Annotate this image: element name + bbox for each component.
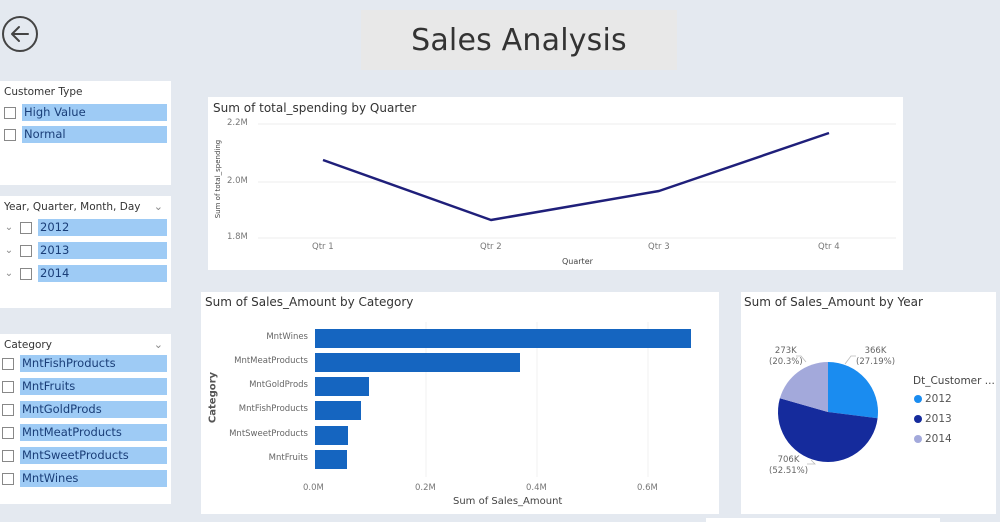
x-axis-title: Sum of Sales_Amount: [453, 496, 563, 507]
pie-percent: (20.3%): [769, 357, 803, 367]
bar-chart-sales-by-category[interactable]: Sum of Sales_Amount by Category MntWines…: [201, 292, 719, 514]
x-tick: Qtr 2: [480, 242, 502, 252]
chart-title: Sum of Sales_Amount by Category: [205, 295, 414, 309]
slicer-item-label: 2014: [38, 265, 167, 282]
legend-label: 2012: [925, 393, 952, 405]
pie-label-2014: 273K (20.3%): [769, 346, 803, 368]
category-label: MntFishProducts: [238, 404, 308, 414]
expand-chevron-icon[interactable]: ⌄: [4, 268, 14, 279]
x-tick: Qtr 4: [818, 242, 840, 252]
category-label: MntGoldProds: [249, 380, 308, 390]
legend-dot-icon: [914, 395, 922, 403]
slicer-item-label: MntSweetProducts: [20, 447, 167, 464]
slicer-item-mntsweetproducts[interactable]: MntSweetProducts: [2, 447, 167, 464]
legend-label: 2014: [925, 433, 952, 445]
back-button[interactable]: [2, 16, 38, 52]
slicer-item-normal[interactable]: Normal: [4, 126, 167, 143]
pie-value: 366K: [864, 346, 887, 356]
checkbox[interactable]: [2, 403, 14, 416]
slicer-date-hierarchy: Year, Quarter, Month, Day ⌄ ⌄ 2012 ⌄ 201…: [0, 196, 171, 308]
checkbox[interactable]: [2, 357, 14, 370]
legend-dot-icon: [914, 435, 922, 443]
slicer-title: Customer Type: [4, 86, 83, 98]
slicer-item-label: High Value: [22, 104, 167, 121]
checkbox[interactable]: [2, 449, 14, 462]
bar-chart-plot: [315, 322, 691, 477]
checkbox[interactable]: [20, 221, 32, 234]
slicer-item-label: Normal: [22, 126, 167, 143]
legend-item-2012[interactable]: 2012: [914, 393, 952, 405]
y-tick: 1.8M: [227, 232, 248, 242]
chart-title: Sum of total_spending by Quarter: [213, 101, 417, 115]
pie-chart-sales-by-year[interactable]: Sum of Sales_Amount by Year 366K (27.19%…: [741, 292, 996, 514]
slicer-title: Category: [4, 339, 52, 351]
line-chart-plot: [258, 123, 896, 239]
slicer-title: Year, Quarter, Month, Day: [4, 201, 141, 213]
slicer-item-label: MntFruits: [20, 378, 167, 395]
x-tick: Qtr 1: [312, 242, 334, 252]
pie-label-2012: 366K (27.19%): [856, 346, 895, 368]
checkbox[interactable]: [2, 472, 14, 485]
pie-percent: (52.51%): [769, 466, 809, 476]
category-label: MntSweetProducts: [229, 429, 308, 439]
slicer-item-mntgoldprods[interactable]: MntGoldProds: [2, 401, 167, 418]
checkbox[interactable]: [2, 426, 14, 439]
slicer-item-high-value[interactable]: High Value: [4, 104, 167, 121]
slicer-item-mntfruits[interactable]: MntFruits: [2, 378, 167, 395]
checkbox[interactable]: [4, 106, 16, 119]
legend-item-2013[interactable]: 2013: [914, 413, 952, 425]
x-tick: Qtr 3: [648, 242, 670, 252]
y-axis-title: Category: [207, 371, 219, 424]
bottom-visual-edge: [706, 518, 940, 522]
line-chart-total-spending[interactable]: Sum of total_spending by Quarter 2.2M 2.…: [208, 97, 903, 270]
slicer-item-2014[interactable]: ⌄ 2014: [2, 265, 167, 282]
expand-chevron-icon[interactable]: ⌄: [4, 222, 14, 233]
pie-value: 273K: [774, 346, 797, 356]
checkbox[interactable]: [20, 244, 32, 257]
x-tick: 0.2M: [415, 483, 436, 493]
slicer-item-label: MntFishProducts: [20, 355, 167, 372]
slicer-item-label: 2013: [38, 242, 167, 259]
slicer-item-2013[interactable]: ⌄ 2013: [2, 242, 167, 259]
chart-title: Sum of Sales_Amount by Year: [744, 295, 923, 309]
checkbox[interactable]: [4, 128, 16, 141]
x-axis-title: Quarter: [562, 257, 593, 266]
slicer-item-mntfishproducts[interactable]: MntFishProducts: [2, 355, 167, 372]
slicer-category: Category ⌄ MntFishProducts MntFruits Mnt…: [0, 334, 171, 504]
checkbox[interactable]: [20, 267, 32, 280]
page-title: Sales Analysis: [361, 10, 677, 70]
category-label: MntWines: [266, 332, 308, 342]
x-tick: 0.0M: [303, 483, 324, 493]
legend-item-2014[interactable]: 2014: [914, 433, 952, 445]
x-tick: 0.6M: [637, 483, 658, 493]
pie-value: 706K: [777, 455, 800, 465]
y-tick: 2.2M: [227, 118, 248, 128]
checkbox[interactable]: [2, 380, 14, 393]
slicer-item-mntwines[interactable]: MntWines: [2, 470, 167, 487]
slicer-item-label: MntGoldProds: [20, 401, 167, 418]
slicer-customer-type: Customer Type High Value Normal: [0, 81, 171, 185]
legend-dot-icon: [914, 415, 922, 423]
legend-title: Dt_Customer ...: [913, 375, 995, 387]
arrow-left-icon: [11, 26, 29, 42]
y-axis-title: Sum of total_spending: [214, 139, 222, 219]
category-label: MntFruits: [268, 453, 308, 463]
y-tick: 2.0M: [227, 176, 248, 186]
pie-percent: (27.19%): [856, 357, 896, 367]
category-label: MntMeatProducts: [234, 356, 308, 366]
legend-label: 2013: [925, 413, 952, 425]
slicer-item-2012[interactable]: ⌄ 2012: [2, 219, 167, 236]
expand-chevron-icon[interactable]: ⌄: [4, 245, 14, 256]
slicer-item-label: MntMeatProducts: [20, 424, 167, 441]
pie-label-2013: 706K (52.51%): [769, 455, 808, 477]
slicer-item-label: MntWines: [20, 470, 167, 487]
chevron-down-icon[interactable]: ⌄: [153, 338, 163, 351]
pie-plot: [777, 355, 878, 465]
slicer-item-label: 2012: [38, 219, 167, 236]
chevron-down-icon[interactable]: ⌄: [153, 200, 163, 213]
x-tick: 0.4M: [526, 483, 547, 493]
slicer-item-mntmeatproducts[interactable]: MntMeatProducts: [2, 424, 167, 441]
